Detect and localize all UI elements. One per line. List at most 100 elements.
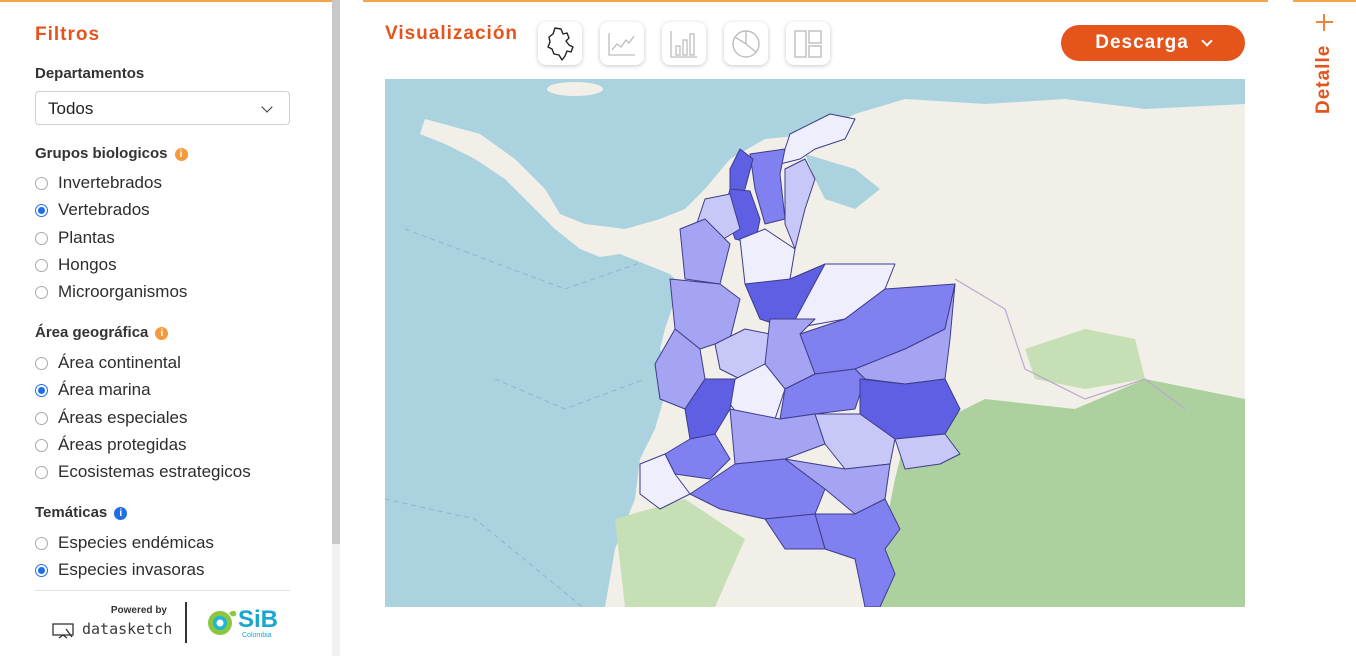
viz-treemap-button[interactable] [786,22,830,65]
radio-microorganismos[interactable]: Microorganismos [35,281,187,303]
expand-plus-icon[interactable] [1315,13,1334,32]
radio-label: Área continental [58,353,181,372]
department-amazonas[interactable] [814,498,901,607]
radio-especies-invasoras[interactable]: Especies invasoras [35,559,204,581]
radio-label: Ecosistemas estrategicos [58,462,251,481]
department-arauca[interactable] [789,263,896,330]
departamentos-select-value: Todos [48,99,94,118]
radio-especies-endemicas[interactable]: Especies endémicas [35,532,214,554]
viz-line-button[interactable] [600,22,644,65]
map-forest [1025,329,1145,389]
radio-label: Áreas protegidas [58,435,187,454]
radio-circle[interactable] [35,536,48,550]
radio-label: Especies endémicas [58,533,214,552]
info-icon[interactable]: i [114,507,128,520]
radio-invertebrados[interactable]: Invertebrados [35,172,162,194]
datasketch-wordmark: datasketch [82,620,173,638]
radio-circle[interactable] [35,438,48,452]
area-geografica-label: Área geográfica [35,324,149,341]
radio-circle[interactable] [35,231,48,245]
viz-bar-button[interactable] [662,22,706,65]
map-island [1111,120,1139,128]
map-icon [547,26,574,61]
radio-circle[interactable] [35,176,48,190]
logo-separator [185,602,187,643]
radio-circle-selected[interactable] [35,383,48,397]
department-la-guajira[interactable] [779,113,856,165]
department-putumayo-caqueta[interactable] [689,458,826,520]
bar-chart-icon [670,30,697,58]
map-island [887,114,923,124]
visualizacion-title: Visualización [385,23,519,44]
radio-areas-especiales[interactable]: Áreas especiales [35,407,187,429]
detalle-toggle[interactable]: Detalle [1313,44,1334,114]
radio-label: Vertebrados [58,200,150,219]
department-cordoba[interactable] [679,218,731,285]
radio-hongos[interactable]: Hongos [35,254,117,276]
viz-map-button[interactable] [538,22,582,65]
info-icon[interactable]: i [155,327,169,340]
grupos-biologicos-label: Grupos biologicos [35,145,168,162]
radio-circle[interactable] [35,356,48,370]
filters-title: Filtros [35,24,101,45]
department-cesar[interactable] [784,158,816,250]
download-label: Descarga [1095,32,1189,53]
sib-colombia-logo[interactable]: SiB Colombia [203,605,279,643]
map-forest [615,499,745,607]
radio-area-continental[interactable]: Área continental [35,352,181,374]
radio-circle-selected[interactable] [35,203,48,217]
radio-plantas[interactable]: Plantas [35,227,115,249]
radio-vertebrados[interactable]: Vertebrados [35,199,150,221]
radio-label: Áreas especiales [58,408,188,427]
tematicas-heading: Temáticas i [35,504,128,521]
radio-label: Invertebrados [58,173,162,192]
department-amazonas-west[interactable] [764,513,826,550]
maritime-boundary [385,228,666,607]
monitor-icon [52,623,74,639]
sidebar-divider [35,590,290,591]
pie-chart-icon [732,29,760,58]
radio-circle[interactable] [35,411,48,425]
area-geografica-heading: Área geográfica i [35,324,169,341]
radio-area-marina[interactable]: Área marina [35,379,151,401]
map-lake [805,154,880,209]
departamentos-label: Departamentos [35,65,145,82]
sib-logo-icon [208,610,237,635]
main-top-accent [363,0,1268,2]
department-vaupes[interactable] [894,433,961,470]
grupos-biologicos-heading: Grupos biologicos i [35,145,188,162]
radio-ecosistemas-estrategicos[interactable]: Ecosistemas estrategicos [35,461,251,483]
tematicas-label: Temáticas [35,504,108,521]
radio-label: Microorganismos [58,282,188,301]
radio-label: Hongos [58,255,117,274]
radio-circle[interactable] [35,258,48,272]
radio-circle-selected[interactable] [35,563,48,577]
map-island [547,82,603,96]
filters-sidebar: Filtros Departamentos Todos Grupos biolo… [0,0,332,656]
chevron-down-icon [261,101,273,113]
country-border [954,278,1186,410]
radio-circle[interactable] [35,285,48,299]
map-canvas[interactable] [385,79,1245,607]
download-button[interactable]: Descarga [1061,25,1245,61]
radio-label: Área marina [58,380,151,399]
sib-wordmark: SiB [238,606,279,633]
colombia-map[interactable] [385,79,1245,607]
info-icon[interactable]: i [174,148,188,161]
map-forest [865,379,1245,607]
chevron-down-icon [1201,34,1213,47]
radio-label: Plantas [58,228,115,247]
sib-subtext: Colombia [242,632,272,639]
line-chart-icon [608,32,635,56]
radio-label: Especies invasoras [58,560,205,579]
viz-pie-button[interactable] [724,22,768,65]
departamentos-select[interactable]: Todos [35,91,290,125]
detail-top-accent [1293,0,1356,2]
radio-circle[interactable] [35,465,48,479]
sidebar-scrollbar[interactable] [332,0,340,656]
datasketch-logo[interactable]: Powered by datasketch [52,604,172,644]
radio-areas-protegidas[interactable]: Áreas protegidas [35,434,187,456]
scrollbar-thumb[interactable] [332,0,340,544]
treemap-icon [794,29,822,58]
powered-by-text: Powered by [110,605,167,616]
